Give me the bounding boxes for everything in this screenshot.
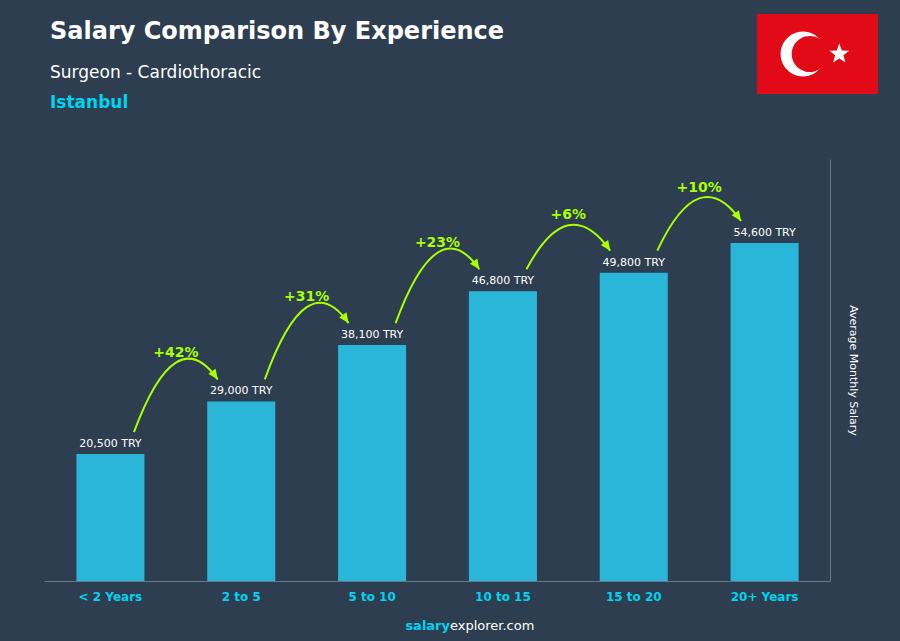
svg-text:46,800 TRY: 46,800 TRY [472,274,535,287]
svg-text:10 to 15: 10 to 15 [475,590,531,604]
svg-text:+6%: +6% [551,206,587,222]
svg-text:+10%: +10% [677,179,722,195]
svg-text:Salary Comparison By Experienc: Salary Comparison By Experience [50,17,504,45]
svg-text:+31%: +31% [284,288,329,304]
svg-text:< 2 Years: < 2 Years [79,590,143,604]
svg-text:15 to 20: 15 to 20 [606,590,662,604]
svg-text:Average Monthly Salary: Average Monthly Salary [847,305,860,436]
svg-text:5 to 10: 5 to 10 [348,590,395,604]
svg-text:29,000 TRY: 29,000 TRY [210,384,273,397]
svg-text:Surgeon - Cardiothoracic: Surgeon - Cardiothoracic [50,62,261,82]
svg-text:salary: salary [405,618,450,633]
svg-text:explorer.com: explorer.com [450,618,534,633]
svg-text:+23%: +23% [415,234,460,250]
svg-text:20+ Years: 20+ Years [731,590,799,604]
svg-text:49,800 TRY: 49,800 TRY [603,256,666,269]
svg-text:+42%: +42% [153,344,198,360]
svg-text:38,100 TRY: 38,100 TRY [341,328,404,341]
svg-text:Istanbul: Istanbul [50,92,128,112]
svg-text:54,600 TRY: 54,600 TRY [733,226,796,239]
svg-text:2 to 5: 2 to 5 [222,590,261,604]
svg-text:20,500 TRY: 20,500 TRY [79,437,142,450]
